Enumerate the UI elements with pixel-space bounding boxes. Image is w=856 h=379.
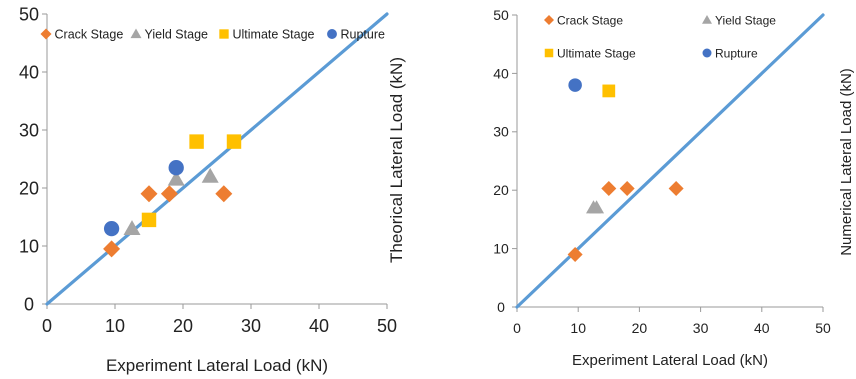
ultimate-stage-point [189, 134, 204, 149]
crack-stage-point [567, 246, 583, 262]
x-tick-label: 20 [173, 316, 193, 336]
y-tick-label: 0 [497, 299, 505, 315]
yield-stage-legend-marker [702, 15, 712, 24]
ultimate-stage-legend-marker [544, 48, 554, 58]
right-chart: 0 10 20 30 40 50 0 10 20 30 40 50 Crack Stage Yield S… [493, 7, 855, 369]
y-tick-label: 40 [19, 62, 39, 82]
x-tick-label: 20 [632, 320, 648, 336]
legend-label-yield-stage: Yield Stage [145, 28, 209, 42]
reference-line [45, 12, 389, 306]
rupture-point [568, 78, 582, 92]
x-tick-label: 40 [754, 320, 770, 336]
x-tick-label: 10 [105, 316, 125, 336]
x-tick-label: 50 [377, 316, 397, 336]
legend-label-ultimate-stage: Ultimate Stage [557, 46, 636, 60]
yield-stage-legend-marker [130, 28, 142, 39]
ultimate-stage-legend-marker [219, 29, 229, 39]
yield-stage-point [589, 200, 605, 214]
x-tick-label: 40 [309, 316, 329, 336]
y-axis-label: Numerical Lateral Load (kN) [838, 68, 855, 256]
y-tick-label: 50 [19, 4, 39, 24]
x-axis-label: Experiment Lateral Load (kN) [572, 352, 768, 369]
rupture-legend-marker [327, 29, 337, 39]
yield-stage-point [167, 170, 185, 186]
rupture-legend-marker [702, 48, 712, 58]
x-tick-label: 30 [693, 320, 709, 336]
x-tick-label: 50 [815, 320, 831, 336]
y-tick-label: 20 [19, 178, 39, 198]
legend-label-rupture: Rupture [341, 28, 386, 42]
legend-label-ultimate-stage: Ultimate Stage [233, 28, 315, 42]
yield-stage-point [123, 220, 141, 235]
legend-label-crack-stage: Crack Stage [55, 28, 124, 42]
x-tick-label: 0 [513, 320, 521, 336]
crack-stage-point [668, 180, 684, 196]
yield-stage-point [201, 167, 219, 183]
y-tick-label: 10 [493, 241, 509, 257]
y-axis-label: Theorical Lateral Load (kN) [387, 57, 406, 263]
y-tick-label: 30 [19, 120, 39, 140]
y-tick-label: 20 [493, 182, 509, 198]
ultimate-stage-point [226, 134, 242, 149]
crack-stage-point [103, 240, 121, 258]
y-tick-label: 30 [493, 124, 509, 140]
ultimate-stage-point [141, 212, 157, 228]
x-axis-label: Experiment Lateral Load (kN) [106, 356, 328, 375]
crack-stage-legend-marker [40, 28, 52, 40]
reference-line [515, 13, 825, 309]
crack-stage-point [140, 185, 158, 203]
y-tick-label: 50 [493, 7, 509, 23]
y-tick-label: 10 [19, 236, 39, 256]
x-tick-label: 0 [42, 316, 52, 336]
crack-stage-point [215, 185, 233, 203]
crack-stage-point [601, 180, 617, 196]
left-chart: 0 10 20 30 40 50 0 10 20 30 40 50 Crack Stage Yield S… [19, 4, 406, 375]
rupture-point [168, 160, 184, 176]
legend-label-crack-stage: Crack Stage [557, 13, 623, 27]
legend-label-rupture: Rupture [715, 46, 758, 60]
x-tick-label: 30 [241, 316, 261, 336]
x-tick-label: 10 [570, 320, 586, 336]
rupture-point [103, 220, 120, 237]
crack-stage-legend-marker [544, 15, 554, 25]
legend-label-yield-stage: Yield Stage [715, 13, 776, 27]
ultimate-stage-point [602, 84, 616, 98]
crack-stage-point [160, 185, 178, 203]
y-tick-label: 40 [493, 65, 509, 81]
crack-stage-point [619, 180, 635, 196]
y-tick-label: 0 [24, 294, 34, 314]
